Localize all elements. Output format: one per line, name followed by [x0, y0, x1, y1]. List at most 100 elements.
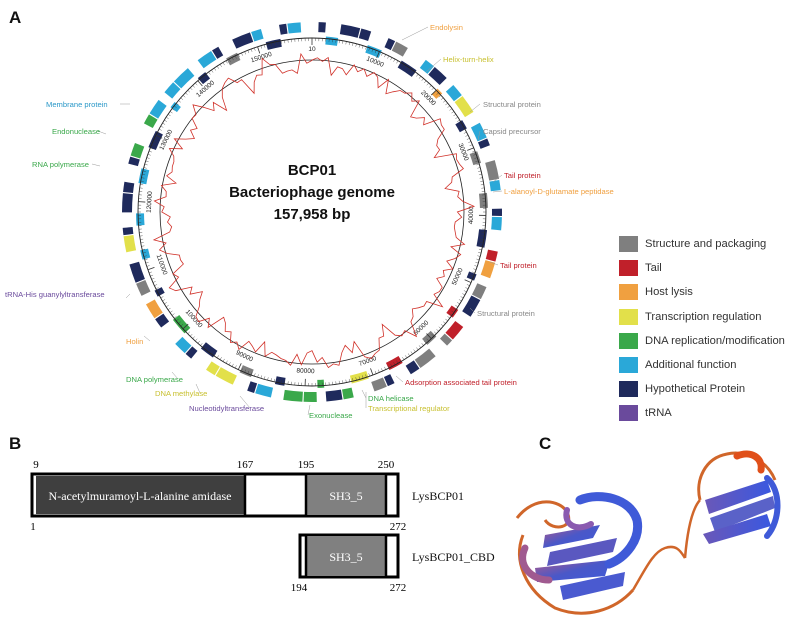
ruler-tick: [141, 245, 145, 247]
ruler-tick-label: 150000: [250, 51, 273, 65]
gene-label-rna-polymerase: RNA polymerase: [32, 160, 89, 169]
gene-segment: [428, 66, 447, 86]
ruler-tick: [474, 265, 478, 267]
gene-segment: [385, 356, 403, 371]
ruler-tick: [195, 82, 198, 86]
ruler-tick: [418, 345, 422, 348]
ruler-tick: [174, 316, 177, 319]
gene-segment: [287, 22, 302, 34]
ruler-tick: [211, 351, 214, 355]
ruler-tick: [365, 374, 367, 378]
lysbcp01-name: LysBCP01: [412, 489, 464, 503]
ruler-tick: [143, 167, 147, 169]
ruler-tick: [158, 293, 162, 296]
gene-segment: [405, 360, 420, 375]
ruler-tick: [142, 170, 146, 172]
legend-label: Hypothetical Protein: [645, 383, 746, 396]
position-167: 167: [237, 459, 254, 471]
ruler-tick: [384, 366, 386, 370]
ruler-tick: [148, 150, 152, 153]
ruler-tick: [405, 66, 408, 69]
ruler-tick: [180, 97, 184, 100]
legend-label: Additional function: [645, 359, 737, 372]
gene-segment: [480, 260, 496, 279]
ruler-tick: [436, 92, 439, 95]
ruler-tick: [155, 134, 163, 139]
ruler-tick: [466, 284, 470, 286]
ruler-tick: [443, 321, 446, 324]
ruler-tick: [368, 373, 370, 377]
gene-segment: [226, 52, 241, 66]
ruler-tick: [453, 307, 457, 310]
ruler-tick: [453, 114, 457, 117]
genome-map: 1010000200003000040000500006000070000800…: [5, 22, 614, 420]
ruler-tick: [228, 58, 231, 62]
ruler-tick: [477, 167, 481, 169]
panel-label-a: A: [9, 8, 22, 27]
ruler-tick: [458, 122, 462, 125]
gene-segment: [123, 181, 135, 194]
ruler-tick: [158, 128, 162, 131]
ruler-tick: [247, 50, 250, 54]
gene-label-dna-polymerase: DNA polymerase: [126, 375, 183, 384]
ruler-tick: [468, 141, 472, 143]
ruler-tick: [267, 43, 269, 47]
ruler-tick: [393, 58, 396, 62]
ruler-tick: [348, 378, 350, 382]
gene-segment: [384, 38, 396, 51]
gene-segment: [123, 235, 137, 253]
ruler-tick: [352, 42, 354, 46]
ruler-tick: [407, 353, 410, 357]
ruler-tick: [254, 373, 256, 377]
gene-segment: [325, 389, 343, 402]
gene-label-nucleotidyltransferase: Nucleotidyltransferase: [189, 404, 264, 413]
gene-segment: [197, 72, 211, 85]
ruler-tick: [197, 340, 200, 344]
ruler-tick: [447, 316, 450, 319]
ruler-tick: [166, 305, 169, 308]
ruler-tick: [407, 67, 410, 71]
ruler-tick: [146, 265, 150, 267]
ruler-tick: [274, 378, 276, 382]
gene-label-structural-protein-2: Structural protein: [477, 309, 535, 318]
genome-subtitle: Bacteriophage genome: [229, 184, 395, 201]
ruler-tick: [225, 60, 228, 64]
ruler-tick: [247, 370, 250, 374]
ruler-tick: [205, 74, 208, 77]
ruler-tick: [142, 174, 146, 176]
ruler-tick: [462, 128, 466, 131]
sh3-domain-cbd-label: SH3_5: [329, 550, 362, 564]
ruler-tick: [174, 105, 177, 108]
ruler-tick: [260, 45, 262, 49]
gene-segment: [148, 130, 163, 151]
gene-label-structural-protein: Structural protein: [483, 100, 541, 109]
ruler-tick: [219, 64, 222, 67]
gene-segment: [185, 346, 198, 359]
ruler-tick: [345, 41, 347, 45]
ruler-tick: [480, 242, 484, 244]
ruler-tick: [410, 351, 413, 355]
ruler-tick: [164, 302, 167, 305]
legend-item-additional: Additional function: [619, 353, 787, 377]
leader-line: [492, 190, 503, 193]
ruler-tick: [169, 111, 173, 114]
ruler-tick: [237, 363, 242, 370]
ruler-tick: [472, 150, 476, 153]
gene-segment: [471, 283, 487, 300]
ruler-tick: [430, 89, 437, 96]
gene-segment: [477, 138, 490, 149]
ruler-tick: [476, 258, 480, 261]
ruler-tick: [384, 54, 386, 58]
gene-label-dna-helicase: DNA helicase: [368, 394, 414, 403]
ruler-tick: [479, 177, 483, 179]
ruler-tick: [460, 125, 464, 128]
gene-label-capsid-precursor: Capsid precursor: [483, 127, 541, 136]
ruler-tick-label: 120000: [146, 191, 154, 213]
legend-label: DNA replication/modification: [645, 334, 785, 347]
ruler-tick: [473, 154, 477, 156]
ruler-tick: [455, 116, 458, 119]
ruler-tick: [250, 372, 253, 376]
ruler-tick: [473, 268, 477, 270]
panel-label-b: B: [9, 434, 22, 453]
position-194: 194: [291, 582, 308, 594]
